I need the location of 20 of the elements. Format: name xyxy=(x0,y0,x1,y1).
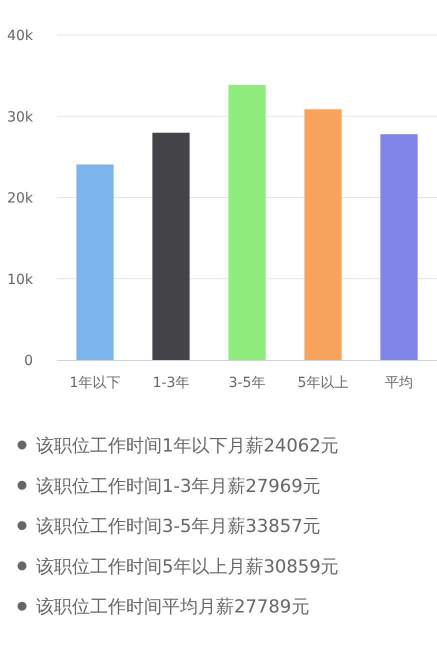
text: 该职位工作时间1-3年月薪27969元 xyxy=(36,476,321,497)
x-tick-label: 3-5年 xyxy=(228,375,266,391)
y-tick-label: 30k xyxy=(7,109,34,126)
y-tick-label: 10k xyxy=(7,272,34,288)
y-tick-label: 40k xyxy=(7,28,34,44)
text: 该职位工作时间3-5年月薪33857元 xyxy=(36,516,321,538)
x-tick-label: 平均 xyxy=(385,375,413,391)
bar xyxy=(152,132,190,360)
bar xyxy=(76,164,114,360)
text: 该职位工作时间1年以下月薪24062元 xyxy=(36,436,339,456)
x-tick-label: 1-3年 xyxy=(152,375,190,391)
bar xyxy=(228,84,266,360)
x-tick-label: 1年以下 xyxy=(70,375,120,391)
y-tick-label: 20k xyxy=(7,190,34,206)
text: 该职位工作时间5年以上月薪30859元 xyxy=(36,556,339,578)
bar xyxy=(380,134,418,360)
x-tick-label: 5年以上 xyxy=(298,375,348,391)
bar xyxy=(304,109,342,360)
text: 该职位工作时间平均月薪27789元 xyxy=(36,596,310,618)
y-tick-label: 0 xyxy=(24,353,33,369)
